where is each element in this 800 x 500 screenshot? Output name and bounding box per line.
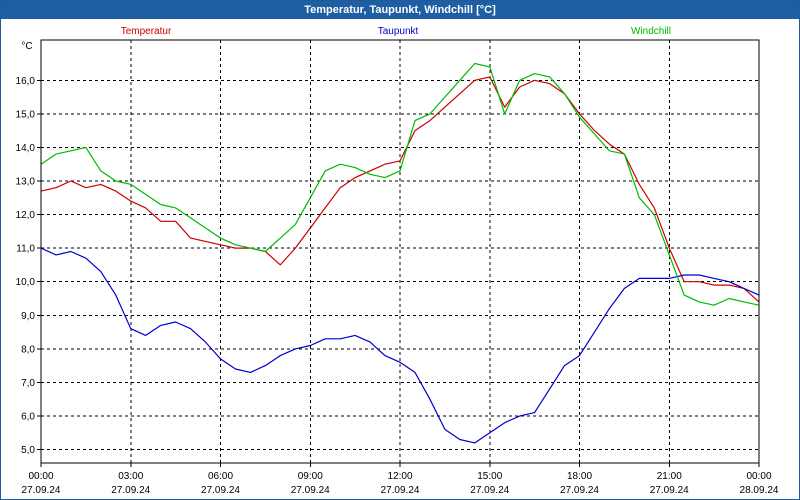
y-tick-label: 15,0: [16, 109, 36, 120]
axis-labels: 5,0 6,0 7,0 8,0 9,0 10,0 11,0 12,0 13,0 14,0 15,0 1…: [16, 41, 779, 496]
x-tick-date: 27.09.24: [22, 485, 61, 496]
y-tick-label: 10,0: [16, 277, 36, 288]
y-axis-unit: °C: [21, 41, 32, 52]
y-tick-label: 11,0: [16, 244, 35, 255]
series-line-windchill: [40, 62, 760, 306]
y-tick-label: 7,0: [21, 378, 35, 389]
y-tick-label: 5,0: [21, 445, 35, 456]
x-tick-time: 00:00: [28, 471, 53, 482]
window-title: Temperatur, Taupunkt, Windchill [°C]: [1, 1, 799, 19]
x-tick-date: 27.09.24: [291, 485, 330, 496]
x-tick-date: 28.09.24: [740, 485, 779, 496]
x-tick-time: 09:00: [298, 471, 323, 482]
x-tick-date: 27.09.24: [111, 485, 150, 496]
series-line-taupunkt: [40, 247, 760, 444]
x-tick-time: 18:00: [567, 471, 592, 482]
y-tick-label: 12,0: [16, 210, 36, 221]
x-tick-time: 21:00: [657, 471, 682, 482]
x-tick-date: 27.09.24: [381, 485, 420, 496]
y-tick-label: 9,0: [21, 311, 35, 322]
series-line-temperatur: [40, 76, 760, 303]
y-tick-label: 8,0: [21, 344, 35, 355]
x-tick-time: 06:00: [208, 471, 233, 482]
x-tick-time: 03:00: [118, 471, 143, 482]
y-tick-label: 6,0: [21, 412, 35, 423]
x-tick-date: 27.09.24: [201, 485, 240, 496]
x-tick-date: 27.09.24: [470, 485, 509, 496]
x-tick-date: 27.09.24: [650, 485, 689, 496]
legend-entry-windchill: Windchill: [631, 26, 671, 37]
axes: [37, 39, 760, 467]
legend-entry-temperatur: Temperatur: [121, 26, 172, 37]
plot-frame: [40, 39, 760, 464]
x-tick-date: 27.09.24: [560, 485, 599, 496]
y-tick-label: 14,0: [16, 143, 36, 154]
x-tick-time: 15:00: [477, 471, 502, 482]
grid-lines: [41, 40, 759, 463]
legend-entry-taupunkt: Taupunkt: [378, 26, 419, 37]
legend: Temperatur Taupunkt Windchill: [121, 26, 671, 37]
y-tick-label: 13,0: [16, 177, 36, 188]
series-lines: [40, 62, 760, 444]
x-tick-time: 00:00: [746, 471, 771, 482]
y-tick-label: 16,0: [16, 76, 36, 87]
x-tick-time: 12:00: [387, 471, 412, 482]
